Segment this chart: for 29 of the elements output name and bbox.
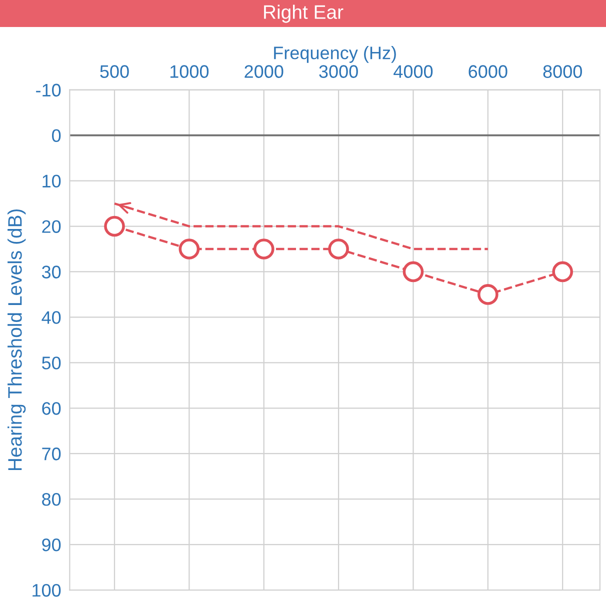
x-tick-label: 1000 xyxy=(170,65,209,78)
x-tick-label: 6000 xyxy=(468,65,508,78)
x-tick-label: 2000 xyxy=(244,65,284,78)
x-axis-title: Frequency (Hz) xyxy=(274,46,396,63)
point xyxy=(104,216,125,237)
x-tick-label: 500 xyxy=(100,65,129,78)
y-tick-label: 30 xyxy=(42,266,61,278)
point xyxy=(478,284,498,305)
y-tick-label: -10 xyxy=(36,84,61,97)
point xyxy=(178,238,200,260)
y-tick-label: 10 xyxy=(42,174,61,188)
y-tick-label: 80 xyxy=(42,493,61,506)
y-tick-label: 70 xyxy=(42,448,61,460)
y-tick-label: 100 xyxy=(32,584,61,597)
x-tick-label: 3000 xyxy=(319,65,358,78)
y-tick-label: 40 xyxy=(42,311,61,324)
y-tick-label: 90 xyxy=(42,538,61,552)
point xyxy=(253,238,274,260)
y-tick-label: 60 xyxy=(42,402,61,415)
point xyxy=(328,238,349,260)
y-axis-title: Hearing Threshold Levels (dB) xyxy=(8,209,26,470)
y-tick-label: 20 xyxy=(42,220,61,233)
x-tick-label: 4000 xyxy=(394,65,433,78)
x-tick-label: 8000 xyxy=(543,65,582,78)
point xyxy=(552,261,574,282)
chart-title: Right Ear xyxy=(264,4,344,23)
y-tick-label: 50 xyxy=(42,356,61,370)
point xyxy=(402,261,424,282)
y-tick-label: 0 xyxy=(52,129,61,142)
